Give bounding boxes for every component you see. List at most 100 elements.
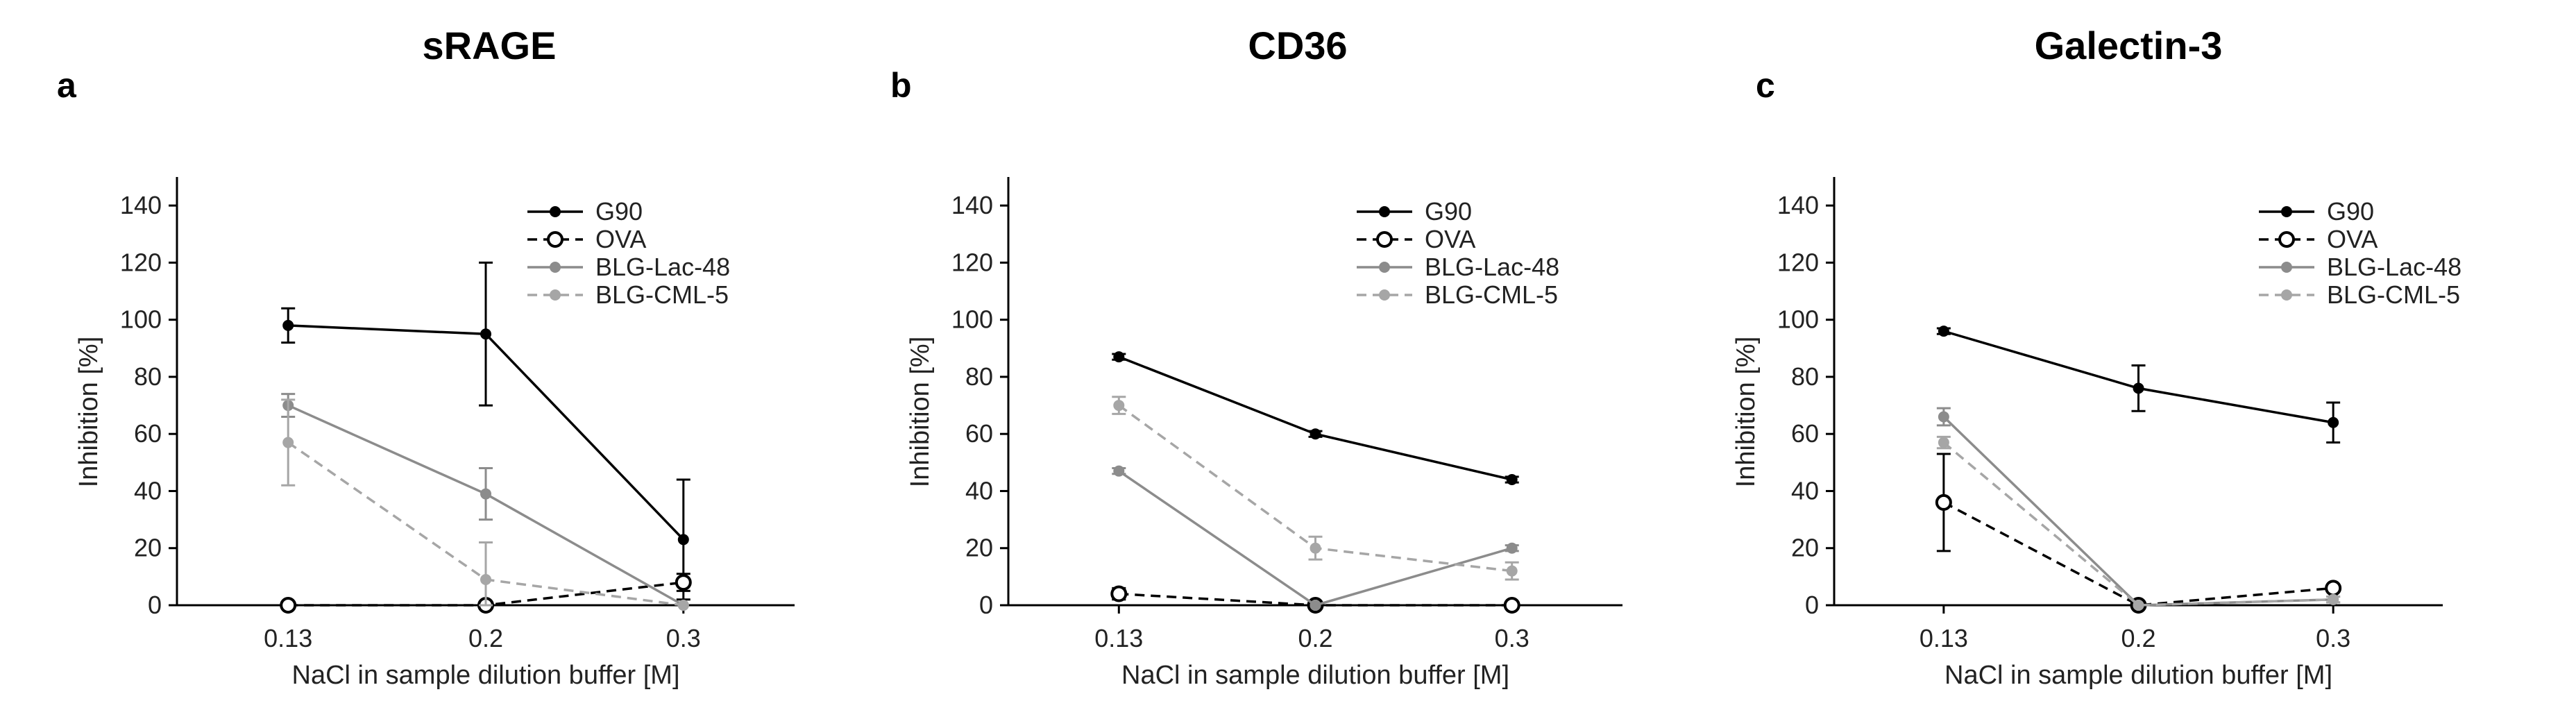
y-tick-label: 140: [120, 191, 162, 219]
data-point: [480, 328, 491, 340]
data-point: [2325, 580, 2342, 597]
data-point: [2328, 416, 2339, 428]
y-axis-label: Inhibition [%]: [906, 337, 935, 488]
x-tick-label: 0.2: [1298, 624, 1332, 652]
y-tick-label: 100: [951, 305, 993, 334]
legend-marker: [2278, 231, 2295, 248]
y-tick-label: 120: [120, 248, 162, 276]
legend-label: BLG-CML-5: [595, 280, 729, 309]
y-tick-label: 20: [965, 534, 993, 562]
y-tick-label: 140: [1777, 191, 1819, 219]
x-tick-label: 0.13: [1920, 624, 1968, 652]
data-point: [480, 488, 491, 500]
y-tick-label: 0: [979, 591, 993, 619]
panel-title: sRAGE: [423, 24, 557, 67]
x-axis-label: NaCl in sample dilution buffer [M]: [1944, 661, 2332, 690]
y-tick-label: 120: [951, 248, 993, 276]
data-point: [1310, 428, 1321, 440]
data-point: [2133, 600, 2144, 611]
y-tick-label: 40: [965, 476, 993, 505]
panel-title: CD36: [1248, 24, 1347, 67]
y-axis-label: Inhibition [%]: [1731, 337, 1761, 488]
legend-marker: [2281, 289, 2292, 301]
series-ova: OVA: [1935, 225, 2378, 614]
legend-label: OVA: [2327, 225, 2378, 253]
y-tick-label: 40: [134, 476, 162, 505]
y-tick-label: 20: [1791, 534, 1819, 562]
data-point: [1506, 542, 1518, 554]
x-tick-label: 0.3: [1495, 624, 1530, 652]
series-line: [1118, 355, 1513, 481]
data-point: [1110, 585, 1128, 602]
panel-letter: b: [890, 66, 912, 105]
x-tick-label: 0.2: [2121, 624, 2155, 652]
series-line: [1942, 441, 2334, 607]
data-point: [2328, 593, 2339, 605]
legend-marker: [1379, 262, 1390, 273]
y-tick-label: 100: [120, 305, 162, 334]
data-point: [1113, 400, 1125, 412]
data-point: [1935, 493, 1952, 511]
legend-marker: [1379, 289, 1390, 301]
series-blg-lac-48: BLG-Lac-48: [281, 253, 730, 611]
data-point: [1310, 600, 1321, 611]
data-point: [1113, 351, 1125, 363]
data-point: [1310, 542, 1321, 554]
data-point: [1506, 474, 1518, 486]
legend-marker: [2281, 206, 2292, 217]
legend-marker: [550, 206, 561, 217]
series-blg-lac-48: BLG-Lac-48: [1112, 253, 1559, 611]
series-line: [1943, 501, 2334, 607]
x-axis-label: NaCl in sample dilution buffer [M]: [1121, 661, 1509, 690]
y-tick-label: 120: [1777, 248, 1819, 276]
y-tick-label: 0: [148, 591, 162, 619]
x-axis-label: NaCl in sample dilution buffer [M]: [292, 661, 680, 690]
y-tick-label: 80: [1791, 362, 1819, 391]
legend-label: G90: [595, 197, 643, 226]
y-tick-label: 100: [1777, 305, 1819, 334]
panel-letter: a: [57, 66, 77, 105]
y-tick-label: 60: [965, 419, 993, 448]
data-point: [677, 534, 689, 546]
legend-marker: [1379, 206, 1390, 217]
panel-letter: c: [1756, 66, 1775, 105]
data-point: [480, 573, 491, 585]
series-blg-cml-5: BLG-CML-5: [1936, 280, 2460, 611]
legend-label: OVA: [1425, 225, 1475, 253]
legend-marker: [547, 231, 564, 248]
data-point: [282, 437, 294, 448]
y-tick-label: 80: [134, 362, 162, 391]
y-tick-label: 20: [134, 534, 162, 562]
x-tick-label: 0.13: [264, 624, 312, 652]
data-point: [675, 574, 692, 591]
panel-b: b CD36 0 20 40 60 80 100 120 140 0.13 0.2 0.3 NaCl in…: [890, 24, 1622, 690]
series-g90: G90: [1112, 197, 1519, 486]
y-tick-label: 60: [134, 419, 162, 448]
legend-label: BLG-Lac-48: [1425, 253, 1559, 281]
y-tick-label: 140: [951, 191, 993, 219]
legend-marker: [550, 289, 561, 301]
x-tick-label: 0.3: [666, 624, 701, 652]
y-tick-label: 0: [1805, 591, 1819, 619]
data-point: [1938, 411, 1949, 423]
data-point: [1503, 597, 1520, 614]
panel-c: c Galectin-3 0 20 40 60 80 100 120 140 0.13 0.2 0.3 N…: [1731, 24, 2461, 690]
data-point: [677, 600, 689, 611]
data-point: [1938, 326, 1949, 337]
x-tick-label: 0.2: [468, 624, 503, 652]
legend-label: G90: [1425, 197, 1472, 226]
y-axis-label: Inhibition [%]: [74, 337, 103, 488]
y-tick-label: 40: [1791, 476, 1819, 505]
panel-title: Galectin-3: [2035, 24, 2223, 67]
data-point: [1506, 565, 1518, 577]
legend-label: BLG-CML-5: [2327, 280, 2460, 309]
series-blg-cml-5: BLG-CML-5: [1112, 280, 1558, 581]
data-point: [282, 319, 294, 331]
legend-label: BLG-Lac-48: [595, 253, 730, 281]
legend-label: G90: [2327, 197, 2374, 226]
series-g90: G90: [1936, 197, 2374, 444]
y-tick-label: 80: [965, 362, 993, 391]
legend-label: BLG-Lac-48: [2327, 253, 2461, 281]
data-point: [280, 597, 297, 614]
